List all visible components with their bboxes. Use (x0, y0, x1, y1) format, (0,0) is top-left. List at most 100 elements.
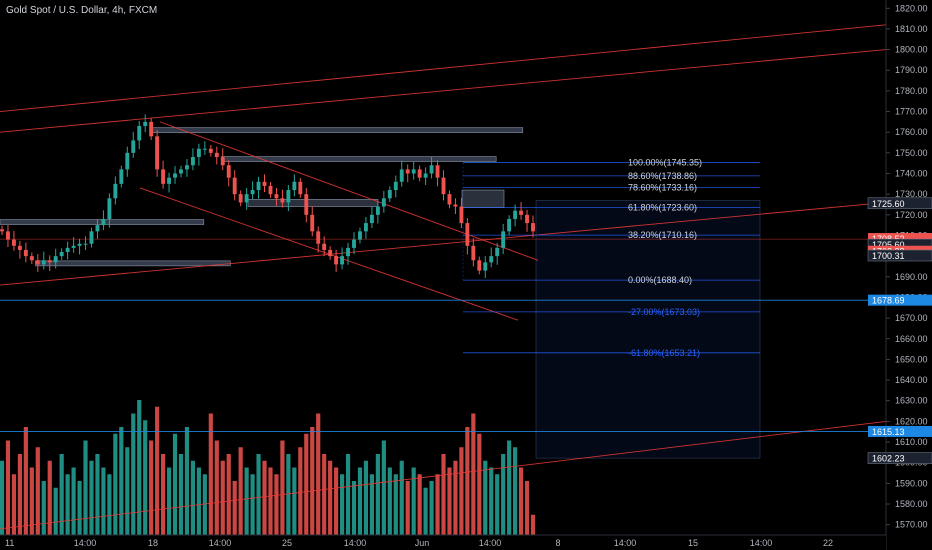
time-tick-label: 11 (5, 538, 14, 548)
volume-bar (149, 440, 154, 535)
volume-bar (334, 467, 339, 535)
time-axis-bg (0, 535, 886, 550)
candle-body (465, 223, 470, 246)
time-tick-label: 15 (688, 538, 698, 548)
zone-box (150, 127, 524, 133)
volume-bar (339, 474, 345, 535)
price-tick-label: 1630.00 (895, 396, 928, 406)
volume-bar (381, 440, 386, 535)
candle-body (298, 181, 303, 195)
trendline (0, 24, 887, 112)
volume-bar (17, 454, 22, 535)
volume-bar (441, 454, 446, 535)
price-tick-label: 1610.00 (895, 437, 928, 447)
volume-bar (471, 413, 476, 535)
volume-bar (310, 427, 315, 535)
candle-body (23, 249, 28, 257)
fib-label: 100.00%(1745.35) (628, 157, 702, 167)
price-tag-label: 1602.23 (872, 454, 905, 464)
zone-box (35, 260, 231, 267)
candle-body (137, 126, 142, 141)
volume-bar (513, 447, 518, 535)
price-tick-label: 1690.00 (895, 272, 928, 282)
price-tag-bg (867, 197, 932, 210)
volume-bar (268, 467, 273, 535)
candle-body (107, 198, 112, 219)
volume-layer (0, 400, 536, 535)
volume-bar (41, 481, 46, 535)
candle-body (346, 247, 350, 257)
volume-bar (119, 427, 124, 535)
candle-body (149, 121, 154, 137)
price-tick-label: 1820.00 (895, 3, 928, 13)
volume-bar (214, 440, 219, 535)
volume-bar (250, 474, 255, 535)
volume-bar (417, 474, 422, 535)
price-tag-label: 1725.60 (872, 199, 905, 209)
candle-body (519, 210, 524, 215)
candle-body (399, 169, 404, 182)
candle-body (238, 194, 243, 203)
volume-bar (429, 481, 434, 535)
candle-body (0, 229, 4, 232)
candle-body (143, 121, 148, 127)
volume-bar (178, 454, 184, 535)
price-tick-label: 1730.00 (895, 189, 928, 199)
candle-body (459, 206, 464, 224)
candle-body (358, 231, 362, 240)
price-tick-label: 1590.00 (895, 478, 928, 488)
volume-bar (47, 460, 52, 535)
candle-body (501, 231, 506, 248)
candle-body (381, 198, 386, 207)
horizontal-lines-layer (0, 238, 886, 432)
volume-bar (89, 460, 94, 535)
volume-bar (286, 454, 291, 535)
candle-body (340, 256, 345, 265)
candle-body (244, 194, 249, 203)
candle-body (256, 181, 261, 191)
time-tick-label: Jun (415, 538, 430, 548)
volume-bar (435, 474, 440, 535)
time-tick-label: 25 (282, 538, 292, 548)
fib-label: 0.00%(1688.40) (628, 275, 692, 285)
volume-bar (71, 467, 76, 535)
candle-body (250, 190, 255, 195)
volume-bar (501, 454, 506, 535)
price-tag-bg (867, 452, 932, 464)
volume-bar (196, 467, 201, 535)
price-tags-layer: 1725.601708.521705.601702.381700.311678.… (867, 197, 932, 464)
position-layer (535, 200, 761, 459)
price-tick-label: 1660.00 (895, 334, 928, 344)
candle-body (262, 181, 267, 186)
candle-body (513, 210, 518, 219)
candle-body (531, 223, 535, 232)
candle-body (119, 169, 124, 184)
time-tick-label: 18 (148, 538, 158, 548)
volume-bar (280, 440, 285, 535)
volume-bar (411, 467, 416, 535)
volume-bar (375, 454, 380, 535)
volume-bar (387, 467, 392, 535)
time-axis[interactable]: 11 14:00 18 14:00 25 14:00 Jun 14:00 8 14:00 15 14:… (0, 534, 886, 550)
volume-bar (298, 447, 303, 535)
candle-body (232, 177, 237, 195)
volume-bar (495, 474, 500, 535)
candle-body (322, 243, 327, 250)
candle-body (507, 218, 512, 232)
volume-bar (322, 454, 327, 535)
volume-bar (393, 474, 398, 535)
volume-bar (155, 406, 160, 535)
candle-body (417, 169, 422, 178)
candle-body (471, 245, 476, 261)
price-axis[interactable]: 1570.001580.001590.001600.001610.001620.… (885, 0, 932, 550)
volume-bar (465, 427, 470, 535)
price-tick-label: 1800.00 (895, 45, 928, 55)
fib-layer: 100.00%(1745.35) 88.60%(1738.86) 78.60%(17… (462, 157, 760, 358)
candle-body (268, 185, 273, 195)
candle-body (393, 181, 398, 191)
candle-body (411, 169, 416, 174)
candle-body (11, 239, 16, 246)
candle-body (334, 256, 339, 265)
